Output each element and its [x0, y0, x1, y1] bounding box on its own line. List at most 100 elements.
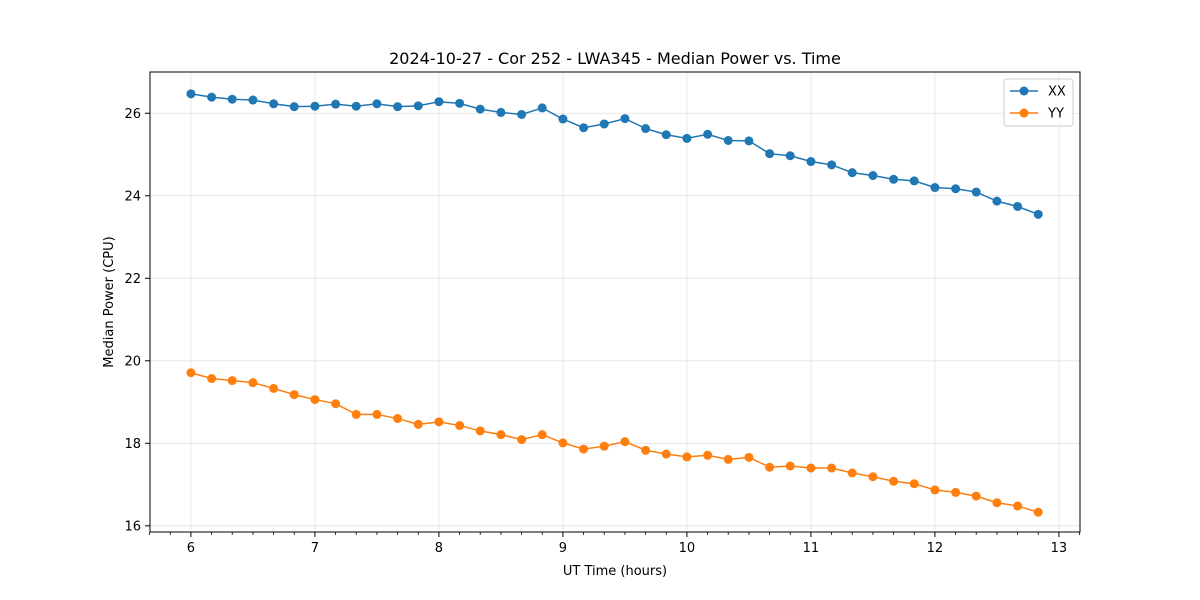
x-axis-label: UT Time (hours) [563, 564, 667, 579]
series-xx-point [393, 102, 403, 112]
series-yy-point [620, 437, 630, 447]
series-xx-point [827, 160, 837, 170]
series-xx-point [1013, 201, 1023, 211]
series-xx-point [186, 89, 196, 99]
series-xx-point [661, 130, 671, 140]
legend-xx-marker [1019, 86, 1029, 96]
plot-frame [149, 71, 1081, 533]
series-yy-point [434, 417, 444, 427]
series-yy-point [496, 430, 506, 440]
series-xx-point [537, 103, 547, 113]
axis-ticks: 6 7 8 9 10 11 12 13 16 18 20 22 24 26 [124, 107, 1081, 556]
x-tick-label: 12 [927, 541, 944, 556]
series-xx-point [868, 171, 878, 181]
series-yy-point [889, 476, 899, 486]
series-xx-point [785, 151, 795, 161]
series-yy-point [641, 445, 651, 455]
series-xx-point [227, 94, 237, 104]
series-xx-point [434, 97, 444, 107]
series-xx-point [723, 135, 733, 145]
series-yy-point [703, 450, 713, 460]
series-xx-point [207, 92, 217, 102]
y-tick-label: 24 [124, 189, 141, 204]
x-tick-label: 13 [1051, 541, 1068, 556]
series-yy-point [579, 444, 589, 454]
series-yy-point [930, 485, 940, 495]
y-tick-label: 18 [124, 437, 141, 452]
x-tick-label: 9 [559, 541, 567, 556]
series-yy-point [682, 452, 692, 462]
series-yy-point [351, 409, 361, 419]
series-xx-point [1033, 209, 1043, 219]
series-yy-point [227, 376, 237, 386]
series-yy-point [517, 435, 527, 445]
series-yy-point [455, 421, 465, 431]
x-tick-label: 10 [679, 541, 696, 556]
data-series [186, 89, 1043, 517]
y-axis-label: Median Power (CPU) [102, 236, 117, 367]
series-yy-point [951, 487, 961, 497]
series-xx-point [889, 174, 899, 184]
series-yy-point [289, 390, 299, 400]
x-tick-label: 7 [311, 541, 319, 556]
series-yy-point [785, 461, 795, 471]
legend-yy-label: YY [1047, 107, 1064, 122]
series-xx-point [744, 136, 754, 146]
series-yy-point [992, 498, 1002, 508]
series-xx-point [930, 183, 940, 193]
series-xx-point [806, 157, 816, 167]
series-yy-point [331, 399, 341, 409]
series-yy-point [827, 463, 837, 473]
x-tick-label: 8 [435, 541, 443, 556]
series-xx-point [909, 176, 919, 186]
series-xx-point [579, 123, 589, 133]
series-yy-point [1033, 507, 1043, 517]
series-yy-point [475, 426, 485, 436]
series-yy-point [269, 383, 279, 393]
y-tick-label: 16 [124, 519, 141, 534]
series-yy-point [186, 368, 196, 378]
series-xx-point [971, 187, 981, 197]
series-xx-point [310, 101, 320, 111]
series-xx-point [248, 95, 258, 105]
legend-xx-label: XX [1048, 85, 1066, 100]
series-yy-point [558, 438, 568, 448]
series-xx-point [620, 114, 630, 124]
series-yy-point [310, 395, 320, 405]
series-xx-point [351, 101, 361, 111]
series-yy-point [599, 441, 609, 451]
series-xx-point [289, 102, 299, 112]
series-xx-point [475, 104, 485, 114]
series-xx-point [496, 107, 506, 117]
series-yy-point [847, 468, 857, 478]
series-yy-point [393, 414, 403, 424]
series-yy-point [248, 378, 258, 388]
series-xx-point [992, 196, 1002, 206]
series-yy-point [868, 472, 878, 482]
series-yy-point [806, 463, 816, 473]
series-xx-point [682, 133, 692, 143]
legend-yy-marker [1019, 108, 1029, 118]
series-yy-point [661, 449, 671, 459]
x-tick-label: 11 [803, 541, 820, 556]
series-xx-point [951, 184, 961, 194]
series-xx-point [703, 129, 713, 139]
y-tick-label: 20 [124, 354, 141, 369]
series-yy-point [372, 409, 382, 419]
series-xx-point [269, 99, 279, 109]
series-xx-point [413, 101, 423, 111]
series-xx-point [331, 99, 341, 109]
series-yy-point [909, 479, 919, 489]
series-xx-point [765, 149, 775, 159]
chart-title: 2024-10-27 - Cor 252 - LWA345 - Median P… [389, 49, 841, 68]
y-tick-label: 22 [124, 272, 141, 287]
series-xx-point [372, 99, 382, 109]
series-yy-point [537, 430, 547, 440]
series-yy-point [413, 419, 423, 429]
series-yy-point [723, 454, 733, 464]
y-tick-label: 26 [124, 107, 141, 122]
series-xx-point [599, 119, 609, 129]
series-xx-point [558, 114, 568, 124]
legend: XX YY [1003, 78, 1074, 127]
